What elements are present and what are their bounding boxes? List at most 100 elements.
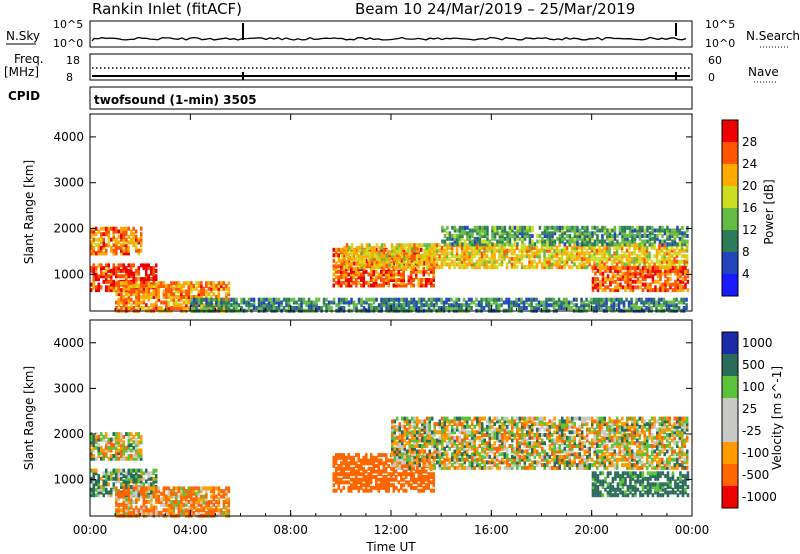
power-cell: [140, 300, 143, 305]
velocity-cell: [382, 461, 385, 466]
power-cell: [621, 228, 624, 233]
power-cell: [635, 245, 639, 250]
power-cell: [260, 300, 263, 305]
power-cell: [661, 285, 665, 290]
velocity-cell: [112, 468, 115, 473]
velocity-cell: [357, 477, 360, 482]
velocity-cell: [360, 461, 363, 466]
velocity-cell: [160, 491, 163, 496]
velocity-cell: [441, 441, 444, 446]
power-cell: [405, 303, 408, 308]
power-cell: [612, 297, 616, 302]
power-cell: [372, 280, 375, 285]
power-cell: [631, 225, 634, 230]
velocity-cell: [421, 454, 424, 459]
power-cell: [543, 256, 546, 261]
power-cell: [475, 262, 479, 267]
power-cell: [633, 228, 637, 233]
power-cell: [195, 300, 198, 305]
power-cell: [503, 225, 507, 230]
power-cell: [387, 280, 390, 285]
power-cell: [107, 274, 110, 279]
power-cell: [97, 243, 100, 248]
power-cell: [120, 234, 123, 239]
power-cell: [310, 300, 313, 305]
velocity-cell: [407, 480, 410, 485]
power-cell: [480, 256, 484, 261]
power-cell: [613, 245, 616, 250]
power-cell: [676, 234, 679, 238]
power-cell: [408, 251, 411, 256]
power-cell: [654, 271, 657, 276]
velocity-cell: [117, 468, 120, 473]
power-cell: [112, 248, 115, 253]
power-cell: [629, 277, 632, 282]
power-cell: [265, 303, 268, 308]
power-cell: [117, 279, 120, 284]
velocity-cell: [422, 466, 425, 471]
power-cell: [473, 248, 476, 253]
power-cell: [592, 306, 596, 310]
power-cell: [638, 254, 641, 259]
power-cell: [660, 256, 664, 261]
power-cell: [352, 306, 356, 310]
power-colorbar-tick: 20: [742, 179, 757, 193]
velocity-cell: [415, 480, 418, 485]
power-cell: [556, 225, 559, 230]
velocity-cell: [342, 458, 345, 463]
velocity-cell: [207, 508, 211, 513]
power-cell: [458, 228, 462, 233]
power-cell: [225, 306, 228, 310]
velocity-cell: [370, 466, 373, 471]
velocity-cell: [431, 416, 434, 421]
power-cell: [430, 297, 433, 302]
power-cell: [412, 278, 415, 282]
velocity-cell: [425, 475, 428, 479]
power-cell: [594, 285, 597, 290]
power-cell: [477, 300, 481, 305]
power-cell: [498, 239, 502, 244]
velocity-cell: [433, 449, 436, 454]
power-cell: [495, 297, 498, 302]
power-cell: [628, 259, 631, 264]
power-cell: [441, 239, 444, 244]
velocity-cell: [122, 494, 126, 499]
power-cell: [608, 254, 611, 259]
power-cell: [120, 274, 123, 279]
power-cell: [125, 292, 128, 297]
power-cell: [112, 279, 115, 284]
power-cell: [507, 297, 511, 302]
velocity-cell: [417, 488, 420, 493]
velocity-cell: [367, 461, 370, 466]
power-cell: [425, 300, 428, 305]
power-cell: [295, 306, 298, 310]
power-cell: [397, 306, 401, 310]
power-cell: [551, 242, 554, 247]
power-cell: [615, 254, 619, 259]
power-cell: [420, 306, 423, 310]
velocity-cell: [355, 477, 358, 482]
power-cell: [380, 254, 384, 259]
power-cell: [480, 297, 483, 302]
power-cell: [608, 242, 612, 247]
power-colorbar-swatch: [722, 208, 738, 230]
power-cell: [555, 259, 559, 264]
velocity-cell: [420, 488, 423, 493]
power-cell: [669, 268, 672, 273]
power-cell: [335, 253, 338, 258]
power-cell: [643, 228, 647, 233]
power-cell: [593, 242, 597, 247]
power-cell: [110, 268, 113, 273]
power-cell: [575, 303, 578, 308]
power-cell: [475, 245, 479, 250]
power-cell: [643, 248, 646, 253]
power-cell: [408, 245, 411, 250]
power-cell: [455, 256, 459, 261]
power-cell: [97, 285, 100, 290]
power-cell: [215, 300, 218, 305]
power-cell: [202, 297, 206, 302]
power-cell: [530, 306, 533, 310]
velocity-cell: [137, 454, 140, 458]
velocity-cell: [335, 455, 338, 460]
velocity-cell: [370, 488, 373, 493]
